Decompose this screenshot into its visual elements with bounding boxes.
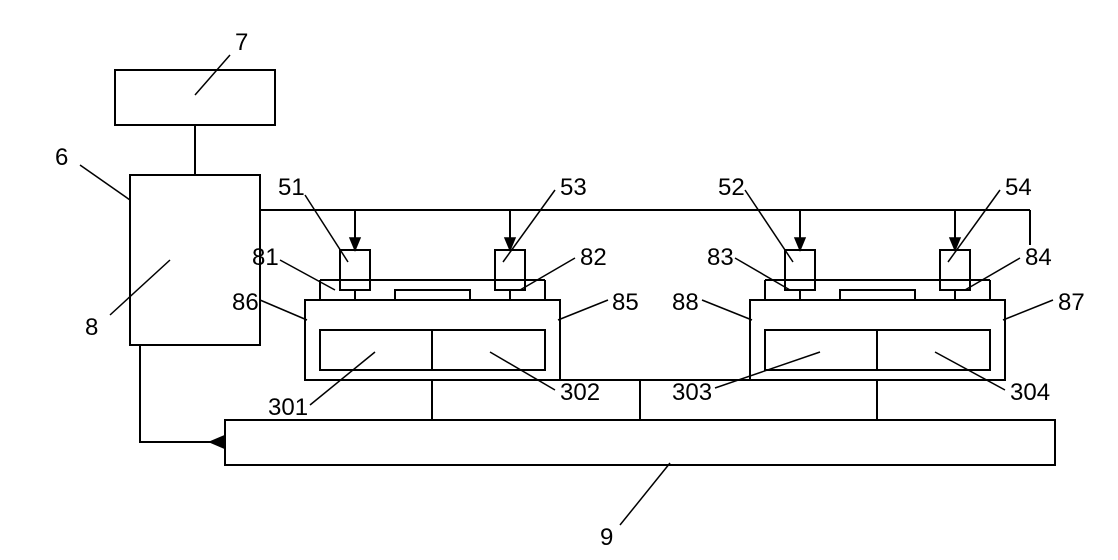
- leader-9: [620, 463, 670, 525]
- label-86: 86: [232, 289, 259, 316]
- label-304: 304: [1010, 379, 1050, 406]
- left-module-cap: [395, 290, 470, 300]
- leader-8: [110, 260, 170, 315]
- label-54: 54: [1005, 174, 1032, 201]
- label-9: 9: [600, 524, 613, 551]
- sensor-53: [495, 250, 525, 290]
- sensor-54: [940, 250, 970, 290]
- leader-84: [965, 258, 1020, 290]
- label-51: 51: [278, 174, 305, 201]
- label-301: 301: [268, 394, 308, 421]
- tray-9: [225, 420, 1055, 465]
- block-7: [115, 70, 275, 125]
- label-82: 82: [580, 244, 607, 271]
- label-85: 85: [612, 289, 639, 316]
- arrow-51: [350, 238, 360, 250]
- block-8: [130, 175, 260, 345]
- leader-7: [195, 55, 230, 95]
- label-6: 6: [55, 144, 68, 171]
- label-53: 53: [560, 174, 587, 201]
- label-83: 83: [707, 244, 734, 271]
- label-8: 8: [85, 314, 98, 341]
- leader-88: [702, 300, 752, 320]
- arrow-52: [795, 238, 805, 250]
- label-303: 303: [672, 379, 712, 406]
- leader-6: [80, 165, 130, 200]
- leader-52: [745, 190, 793, 262]
- label-52: 52: [718, 174, 745, 201]
- leader-81: [280, 260, 335, 290]
- leader-83: [735, 258, 790, 290]
- label-84: 84: [1025, 244, 1052, 271]
- leader-86: [260, 300, 307, 320]
- leader-51: [305, 195, 348, 262]
- right-module-cap: [840, 290, 915, 300]
- label-81: 81: [252, 244, 279, 271]
- return-line: [140, 345, 225, 442]
- leader-87: [1003, 300, 1053, 320]
- return-arrow: [210, 436, 224, 448]
- label-7: 7: [235, 29, 248, 56]
- label-88: 88: [672, 289, 699, 316]
- label-87: 87: [1058, 289, 1085, 316]
- label-302: 302: [560, 379, 600, 406]
- leader-82: [520, 258, 575, 290]
- leader-85: [558, 300, 608, 320]
